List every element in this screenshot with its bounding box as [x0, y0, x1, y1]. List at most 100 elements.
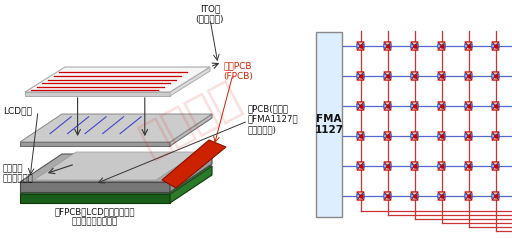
Polygon shape — [357, 72, 364, 76]
Polygon shape — [384, 43, 388, 49]
Polygon shape — [438, 166, 445, 170]
Polygon shape — [20, 142, 170, 146]
Polygon shape — [360, 43, 364, 49]
Polygon shape — [360, 103, 364, 109]
Polygon shape — [411, 134, 415, 138]
Polygon shape — [384, 46, 391, 50]
Polygon shape — [411, 72, 418, 76]
Polygon shape — [438, 162, 445, 166]
Polygon shape — [492, 134, 496, 138]
Polygon shape — [496, 134, 499, 138]
Polygon shape — [465, 106, 472, 110]
Polygon shape — [384, 134, 388, 138]
Polygon shape — [441, 134, 445, 138]
Polygon shape — [411, 132, 418, 136]
Polygon shape — [465, 132, 472, 136]
Polygon shape — [357, 103, 360, 109]
Polygon shape — [438, 102, 445, 106]
Polygon shape — [465, 134, 468, 138]
Polygon shape — [492, 72, 499, 76]
Polygon shape — [384, 42, 391, 46]
Polygon shape — [384, 192, 391, 196]
Polygon shape — [384, 102, 391, 106]
Polygon shape — [496, 163, 499, 168]
Polygon shape — [441, 103, 445, 109]
Polygon shape — [441, 74, 445, 78]
Polygon shape — [357, 46, 364, 50]
Polygon shape — [384, 106, 391, 110]
Polygon shape — [492, 74, 496, 78]
Polygon shape — [492, 106, 499, 110]
Polygon shape — [465, 102, 472, 106]
Polygon shape — [411, 163, 415, 168]
Text: 主PCB(微控制
器FMA1127被
放置在这里): 主PCB(微控制 器FMA1127被 放置在这里) — [248, 104, 298, 134]
Polygon shape — [468, 134, 472, 138]
Polygon shape — [25, 67, 210, 92]
Polygon shape — [360, 74, 364, 78]
Polygon shape — [357, 106, 364, 110]
Polygon shape — [357, 134, 360, 138]
Polygon shape — [465, 43, 468, 49]
Polygon shape — [384, 166, 391, 170]
Polygon shape — [357, 163, 360, 168]
Polygon shape — [492, 163, 496, 168]
Polygon shape — [415, 134, 418, 138]
Polygon shape — [438, 134, 441, 138]
Polygon shape — [438, 132, 445, 136]
Polygon shape — [20, 114, 212, 142]
Polygon shape — [360, 194, 364, 198]
Polygon shape — [465, 163, 468, 168]
Polygon shape — [465, 162, 472, 166]
Polygon shape — [388, 163, 391, 168]
Polygon shape — [411, 194, 415, 198]
Polygon shape — [468, 103, 472, 109]
Polygon shape — [465, 42, 472, 46]
Polygon shape — [170, 166, 212, 203]
Polygon shape — [438, 46, 445, 50]
Text: 柔性PCB
(FPCB): 柔性PCB (FPCB) — [223, 61, 253, 81]
Polygon shape — [411, 42, 418, 46]
Polygon shape — [34, 152, 198, 180]
Polygon shape — [415, 194, 418, 198]
Polygon shape — [384, 163, 388, 168]
Polygon shape — [357, 194, 360, 198]
Polygon shape — [465, 74, 468, 78]
Polygon shape — [492, 103, 496, 109]
Polygon shape — [438, 136, 445, 140]
Polygon shape — [415, 103, 418, 109]
Polygon shape — [384, 72, 391, 76]
Polygon shape — [411, 76, 418, 80]
Polygon shape — [441, 163, 445, 168]
Polygon shape — [411, 192, 418, 196]
Polygon shape — [496, 74, 499, 78]
Polygon shape — [357, 132, 364, 136]
FancyBboxPatch shape — [316, 32, 342, 217]
Polygon shape — [360, 134, 364, 138]
Text: FMA
1127: FMA 1127 — [314, 114, 344, 135]
Polygon shape — [357, 42, 364, 46]
Polygon shape — [492, 136, 499, 140]
Polygon shape — [465, 46, 472, 50]
Polygon shape — [411, 74, 415, 78]
Polygon shape — [384, 136, 391, 140]
Polygon shape — [492, 46, 499, 50]
Polygon shape — [468, 163, 472, 168]
Polygon shape — [25, 92, 170, 96]
Polygon shape — [496, 194, 499, 198]
Polygon shape — [438, 106, 445, 110]
Polygon shape — [162, 140, 226, 188]
Polygon shape — [438, 196, 445, 200]
Polygon shape — [20, 166, 212, 194]
Polygon shape — [170, 67, 210, 96]
Polygon shape — [20, 182, 170, 192]
Polygon shape — [384, 103, 388, 109]
Polygon shape — [170, 114, 212, 146]
Polygon shape — [465, 166, 472, 170]
Polygon shape — [411, 136, 418, 140]
Polygon shape — [465, 196, 472, 200]
Polygon shape — [411, 196, 418, 200]
Polygon shape — [438, 103, 441, 109]
Polygon shape — [438, 42, 445, 46]
Text: 在FPCB和LCD面板之间推荐
使用橡胶等绝缘材料: 在FPCB和LCD面板之间推荐 使用橡胶等绝缘材料 — [55, 207, 135, 227]
Polygon shape — [388, 103, 391, 109]
